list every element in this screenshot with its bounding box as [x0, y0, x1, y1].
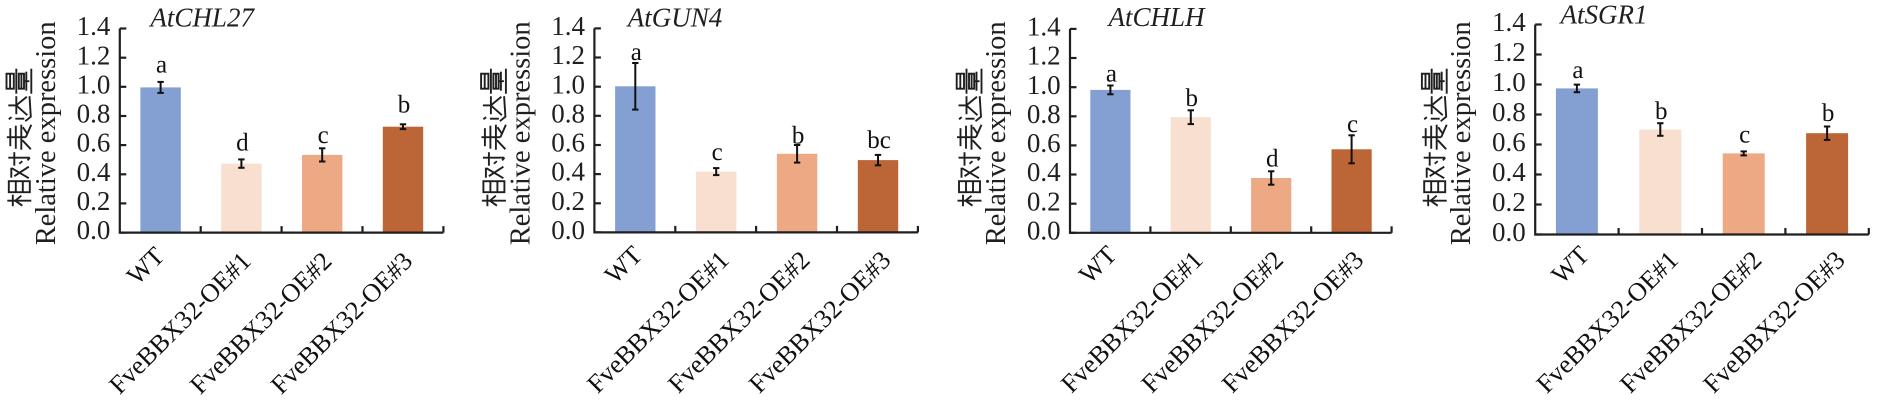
- svg-text:1.4: 1.4: [1027, 12, 1061, 42]
- svg-text:0.4: 0.4: [1492, 157, 1526, 187]
- svg-text:AtSGR1: AtSGR1: [1559, 0, 1648, 30]
- svg-text:Relative expression: Relative expression: [31, 21, 62, 245]
- svg-text:1.2: 1.2: [1492, 37, 1526, 67]
- svg-text:b: b: [792, 123, 805, 150]
- svg-text:a: a: [1106, 61, 1117, 88]
- svg-text:c: c: [1739, 122, 1750, 149]
- svg-text:c: c: [318, 122, 329, 149]
- svg-text:Relative expression: Relative expression: [1446, 21, 1477, 245]
- svg-text:0.4: 0.4: [1027, 157, 1061, 187]
- svg-text:0.2: 0.2: [551, 186, 585, 216]
- svg-text:AtCHLH: AtCHLH: [1106, 2, 1206, 32]
- svg-text:1.4: 1.4: [551, 11, 585, 41]
- svg-text:1.0: 1.0: [1027, 70, 1061, 100]
- svg-text:0.2: 0.2: [77, 186, 111, 216]
- svg-text:AtCHL27: AtCHL27: [148, 2, 255, 32]
- svg-text:a: a: [156, 52, 167, 79]
- svg-text:0.0: 0.0: [1027, 215, 1061, 245]
- svg-text:0.6: 0.6: [1492, 127, 1526, 157]
- svg-text:b: b: [398, 92, 411, 119]
- svg-text:a: a: [631, 39, 642, 66]
- svg-text:0.8: 0.8: [1027, 99, 1061, 129]
- svg-text:1.0: 1.0: [551, 69, 585, 99]
- svg-text:d: d: [1266, 146, 1279, 173]
- svg-text:0.8: 0.8: [551, 98, 585, 128]
- svg-text:a: a: [1572, 57, 1583, 84]
- svg-text:1.2: 1.2: [1027, 41, 1061, 71]
- svg-text:c: c: [712, 139, 723, 166]
- svg-text:1.2: 1.2: [77, 40, 111, 70]
- svg-text:1.0: 1.0: [1492, 67, 1526, 97]
- svg-text:1.2: 1.2: [551, 40, 585, 70]
- svg-text:c: c: [1347, 111, 1358, 138]
- svg-text:0.8: 0.8: [1492, 97, 1526, 127]
- svg-text:b: b: [1822, 100, 1835, 127]
- svg-text:b: b: [1186, 85, 1199, 112]
- svg-text:1.4: 1.4: [1492, 7, 1526, 37]
- svg-text:0.4: 0.4: [551, 157, 585, 187]
- svg-text:0.2: 0.2: [1492, 187, 1526, 217]
- svg-text:0.4: 0.4: [77, 157, 111, 187]
- svg-text:1.4: 1.4: [77, 11, 111, 41]
- svg-text:0.6: 0.6: [77, 128, 111, 158]
- svg-text:1.0: 1.0: [77, 69, 111, 99]
- svg-text:0.0: 0.0: [1492, 217, 1526, 247]
- svg-text:b: b: [1655, 98, 1668, 125]
- svg-text:0.6: 0.6: [551, 128, 585, 158]
- svg-text:0.8: 0.8: [77, 99, 111, 129]
- svg-text:0.2: 0.2: [1027, 186, 1061, 216]
- svg-text:d: d: [236, 130, 249, 157]
- svg-text:0.6: 0.6: [1027, 128, 1061, 158]
- svg-text:bc: bc: [867, 127, 891, 154]
- svg-text:AtGUN4: AtGUN4: [626, 2, 723, 32]
- svg-text:Relative expression: Relative expression: [981, 21, 1012, 245]
- svg-text:0.0: 0.0: [551, 215, 585, 245]
- svg-text:0.0: 0.0: [77, 215, 111, 245]
- svg-text:Relative expression: Relative expression: [505, 21, 536, 245]
